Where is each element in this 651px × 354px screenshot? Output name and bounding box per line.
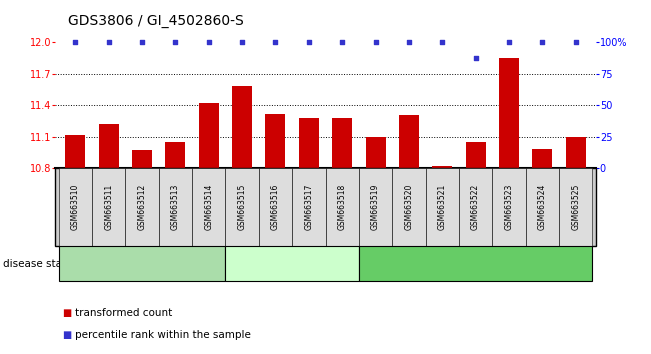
Bar [365,137,385,168]
Bar [165,142,186,168]
Point [437,40,447,45]
Text: ■: ■ [62,308,71,318]
Point [104,40,114,45]
Bar [432,166,452,168]
Bar [399,115,419,168]
Point [70,40,81,45]
Point [537,40,547,45]
Bar [132,150,152,168]
Bar [533,149,552,168]
Text: ■: ■ [62,330,71,339]
Point [404,40,414,45]
Text: GSM663516: GSM663516 [271,184,280,230]
Point [237,40,247,45]
Text: psoriasis: psoriasis [269,259,315,269]
Text: GSM663512: GSM663512 [137,184,146,230]
Bar [65,135,85,168]
Bar [499,58,519,168]
Text: GSM663514: GSM663514 [204,184,214,230]
Bar [299,118,319,168]
Text: GSM663524: GSM663524 [538,184,547,230]
Text: atopic dermatitis: atopic dermatitis [98,259,187,269]
Text: non-atopic control: non-atopic control [428,259,523,269]
Text: GSM663515: GSM663515 [238,184,247,230]
Text: GSM663521: GSM663521 [437,184,447,230]
Point [204,40,214,45]
Text: GSM663511: GSM663511 [104,184,113,230]
Bar [566,137,586,168]
Text: GSM663525: GSM663525 [571,184,580,230]
Text: GSM663518: GSM663518 [338,184,347,230]
Bar [266,114,286,168]
Point [270,40,281,45]
Text: GSM663519: GSM663519 [371,184,380,230]
Point [570,40,581,45]
Point [471,55,481,61]
Text: disease state ▶: disease state ▶ [3,259,84,269]
Bar [232,86,252,168]
Text: percentile rank within the sample: percentile rank within the sample [75,330,251,339]
Text: GDS3806 / GI_4502860-S: GDS3806 / GI_4502860-S [68,14,244,28]
Bar [465,142,486,168]
Point [337,40,348,45]
Bar [332,118,352,168]
Text: GSM663517: GSM663517 [304,184,313,230]
Point [504,40,514,45]
Bar [199,103,219,168]
Bar [99,124,118,168]
Point [137,40,147,45]
Text: GSM663523: GSM663523 [505,184,514,230]
Text: transformed count: transformed count [75,308,172,318]
Point [170,40,180,45]
Text: GSM663520: GSM663520 [404,184,413,230]
Point [370,40,381,45]
Point [303,40,314,45]
Text: GSM663513: GSM663513 [171,184,180,230]
Text: GSM663522: GSM663522 [471,184,480,230]
Text: GSM663510: GSM663510 [71,184,80,230]
